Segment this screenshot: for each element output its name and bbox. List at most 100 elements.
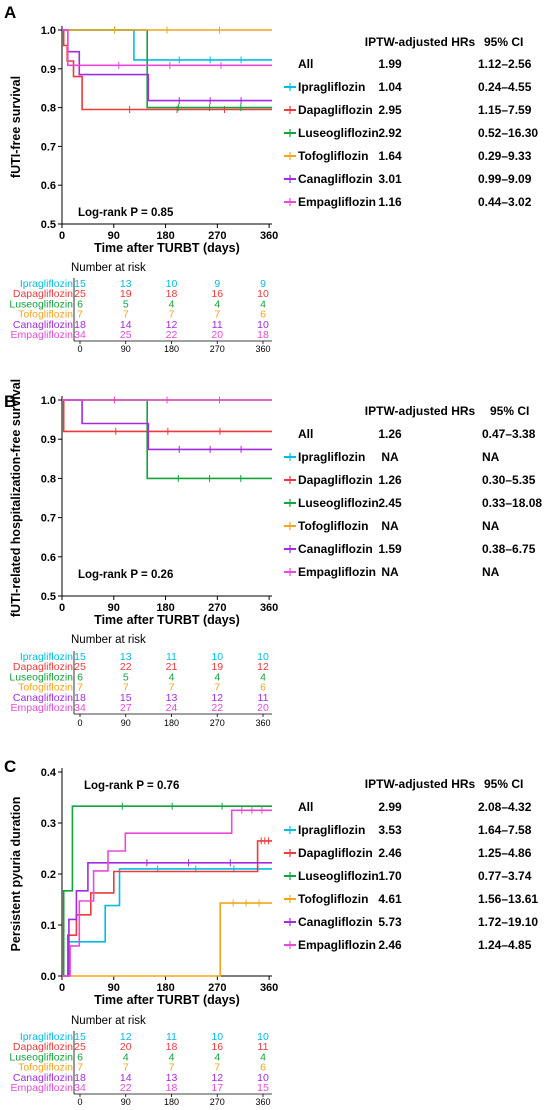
risk-tick-label: 0 — [77, 718, 82, 728]
series-group — [62, 396, 272, 482]
risk-row-label: Empagliflozin — [11, 329, 74, 341]
x-axis-title: Time after TURBT (days) — [94, 241, 240, 255]
risk-value: 6 — [260, 1062, 266, 1074]
table-row-ci: 0.33–18.08 — [482, 496, 542, 510]
log-rank-label: Log-rank P = 0.26 — [78, 569, 173, 581]
table-row-hr: 3.53 — [378, 823, 402, 837]
risk-value: 25 — [74, 661, 86, 673]
x-tick-label: 360 — [260, 602, 278, 614]
axes: 0.0 0.1 0.2 0.3 0.4 0 90 180 270 360 — [41, 767, 279, 994]
table-row-label: All — [298, 427, 313, 441]
x-tick-label: 270 — [208, 230, 226, 242]
x-tick-label: 360 — [260, 982, 278, 994]
risk-value: 21 — [166, 661, 178, 673]
table-row-hr: 1.59 — [378, 542, 402, 556]
risk-value: 4 — [214, 1051, 220, 1063]
table-row-label: All — [298, 57, 313, 71]
x-tick-label: 0 — [59, 602, 65, 614]
risk-value: 4 — [260, 671, 266, 683]
risk-value: 11 — [212, 319, 223, 331]
risk-value: 10 — [211, 651, 223, 663]
table-row-label: Empagliflozin — [298, 195, 376, 209]
table-row-hr: 1.16 — [378, 195, 402, 209]
table-row-hr: 1.26 — [378, 427, 402, 441]
table-row-label: Tofogliflozin — [298, 519, 368, 533]
risk-value: 12 — [257, 661, 269, 673]
risk-value: 15 — [257, 1082, 269, 1094]
series-line-ipragliflozin — [62, 29, 272, 61]
risk-value: 12 — [166, 319, 178, 331]
risk-row-label: Luseogliflozin — [9, 298, 73, 310]
risk-row-label: Dapagliflozin — [13, 661, 73, 673]
risk-value: 6 — [77, 298, 83, 310]
risk-row-label: Ipragliflozin — [20, 651, 73, 663]
risk-value: 7 — [123, 682, 129, 694]
risk-value: 7 — [77, 309, 83, 321]
risk-value: 10 — [211, 1031, 223, 1043]
risk-value: 11 — [166, 1031, 177, 1043]
table-row-ci: 0.44–3.02 — [478, 195, 532, 209]
risk-value: 6 — [77, 671, 83, 683]
table-header-hr: IPTW-adjusted HRs — [365, 777, 476, 791]
table-row-label: Dapagliflozin — [298, 103, 373, 117]
risk-value: 18 — [166, 1082, 178, 1094]
table-row-hr: NA — [381, 519, 399, 533]
risk-value: 16 — [211, 1041, 223, 1053]
risk-value: 15 — [74, 1031, 86, 1043]
risk-row-label: Ipragliflozin — [20, 1031, 73, 1043]
risk-tick-label: 270 — [210, 1097, 225, 1107]
risk-row-label: Luseogliflozin — [9, 671, 73, 683]
risk-value: 19 — [120, 288, 132, 300]
risk-value: 7 — [214, 682, 220, 694]
y-tick-label: 1.0 — [41, 395, 56, 407]
risk-value: 13 — [120, 651, 132, 663]
table-row-ci: 1.24–4.85 — [478, 938, 532, 952]
risk-value: 10 — [257, 288, 269, 300]
risk-value: 34 — [74, 1082, 86, 1094]
y-axis-title: fUTI-free survival — [9, 76, 23, 178]
table-row-hr: 2.46 — [378, 846, 402, 860]
risk-value: 17 — [211, 1082, 223, 1094]
y-tick-label: 0.2 — [41, 869, 56, 881]
risk-value: 4 — [260, 298, 266, 310]
y-tick-label: 0.8 — [41, 473, 56, 485]
risk-value: 22 — [211, 702, 223, 714]
x-tick-label: 0 — [59, 982, 65, 994]
risk-row-label: Tofogliflozin — [18, 682, 73, 694]
axes: 0.5 0.6 0.7 0.8 0.9 1.0 0 90 180 270 360 — [41, 395, 279, 614]
panel-letter: C — [4, 757, 16, 776]
table-row-ci: NA — [482, 450, 500, 464]
risk-value: 27 — [120, 702, 132, 714]
risk-tick-label: 270 — [210, 718, 225, 728]
risk-value: 22 — [166, 329, 178, 341]
risk-value: 6 — [77, 1051, 83, 1063]
y-tick-label: 0.4 — [41, 767, 57, 779]
table-row-label: Canagliflozin — [298, 915, 373, 929]
table-row-ci: 1.25–4.86 — [478, 846, 532, 860]
table-row-ci: 0.30–5.35 — [482, 473, 536, 487]
risk-value: 13 — [120, 278, 132, 290]
table-row-ci: 0.99–9.09 — [478, 172, 532, 186]
table-row-ci: NA — [482, 565, 500, 579]
table-row-hr: 2.46 — [378, 938, 402, 952]
risk-tick-label: 90 — [121, 1097, 131, 1107]
table-row-label: Luseogliflozin — [298, 496, 379, 510]
risk-value: 19 — [211, 661, 223, 673]
risk-value: 22 — [120, 661, 132, 673]
risk-table-title: Number at risk — [71, 1015, 146, 1027]
hr-table: IPTW-adjusted HRs 95% CI All 1.26 0.47–3.38 I… — [284, 404, 542, 579]
risk-value: 9 — [214, 278, 220, 290]
table-row-label: Tofogliflozin — [298, 149, 368, 163]
table-row-hr: 1.04 — [378, 80, 402, 94]
table-row-label: Ipragliflozin — [298, 450, 365, 464]
risk-value: 7 — [77, 1062, 83, 1074]
hr-table: IPTW-adjusted HRs 95% CI All 1.99 1.12–2.56 I… — [284, 35, 538, 209]
table-header-hr: IPTW-adjusted HRs — [365, 404, 476, 418]
risk-value: 5 — [123, 671, 129, 683]
risk-tick-label: 180 — [164, 1097, 179, 1107]
y-tick-label: 0.0 — [41, 971, 56, 983]
risk-value: 7 — [214, 1062, 220, 1074]
